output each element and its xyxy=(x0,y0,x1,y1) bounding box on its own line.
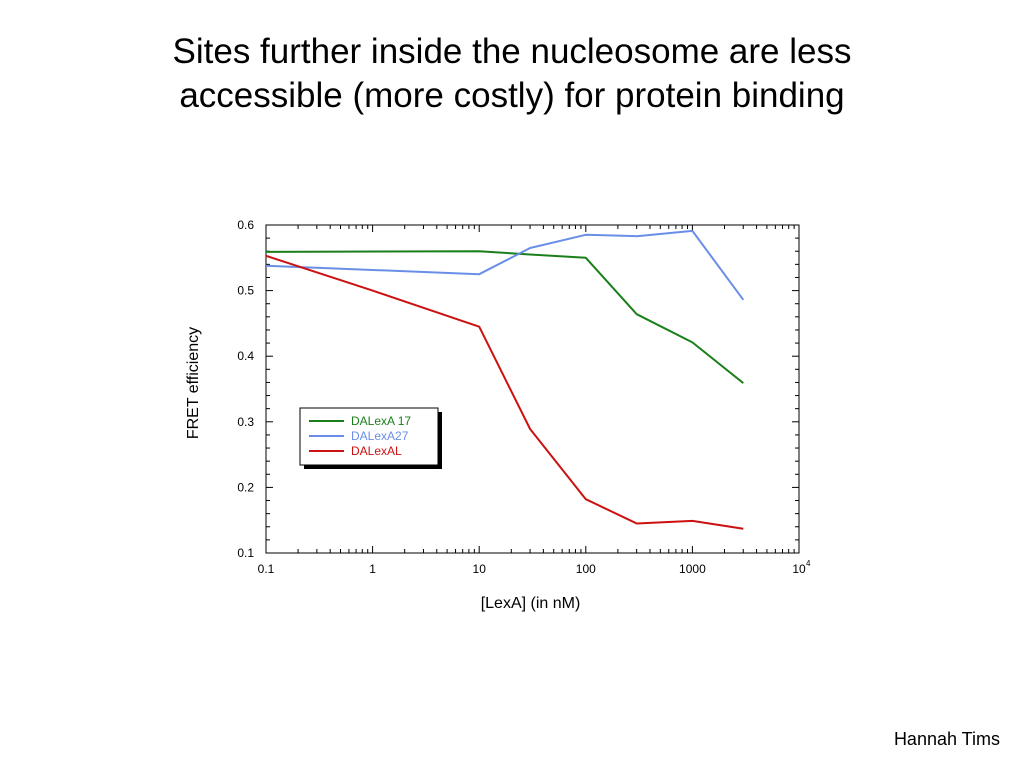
legend-label-1: DALexA 17 xyxy=(351,414,411,428)
y-tick-label: 0.2 xyxy=(237,480,254,494)
x-axis-label: [LexA] (in nM) xyxy=(481,595,581,612)
y-tick-label: 0.3 xyxy=(237,415,254,429)
y-axis-label: FRET efficiency xyxy=(185,327,202,439)
x-tick-label: 100 xyxy=(576,562,596,576)
x-tick-label: 10 xyxy=(473,562,487,576)
series-line-1 xyxy=(265,250,744,384)
plot-frame xyxy=(265,224,800,554)
slide-title-line-1: Sites further inside the nucleosome are … xyxy=(172,32,852,71)
slide-title-line-2: accessible (more costly) for protein bin… xyxy=(179,76,845,115)
x-tick-label: 0.1 xyxy=(258,562,275,576)
legend-label-2: DALexA27 xyxy=(351,429,409,443)
x-tick-label: 10 xyxy=(792,562,806,576)
series-line-3 xyxy=(265,254,744,530)
x-tick-label-superscript: 4 xyxy=(806,559,811,568)
y-tick-label: 0.4 xyxy=(237,349,254,363)
slide-title: Sites further inside the nucleosome are … xyxy=(40,30,984,118)
series-line-2 xyxy=(265,229,745,301)
y-tick-label: 0.6 xyxy=(237,218,254,232)
x-tick-label: 1000 xyxy=(679,562,706,576)
legend-label-3: DALexAL xyxy=(351,444,402,458)
y-tick-label: 0.1 xyxy=(237,546,254,560)
y-tick-label: 0.5 xyxy=(237,284,254,298)
author-credit: Hannah Tims xyxy=(893,729,1000,749)
x-tick-label: 1 xyxy=(369,562,376,576)
